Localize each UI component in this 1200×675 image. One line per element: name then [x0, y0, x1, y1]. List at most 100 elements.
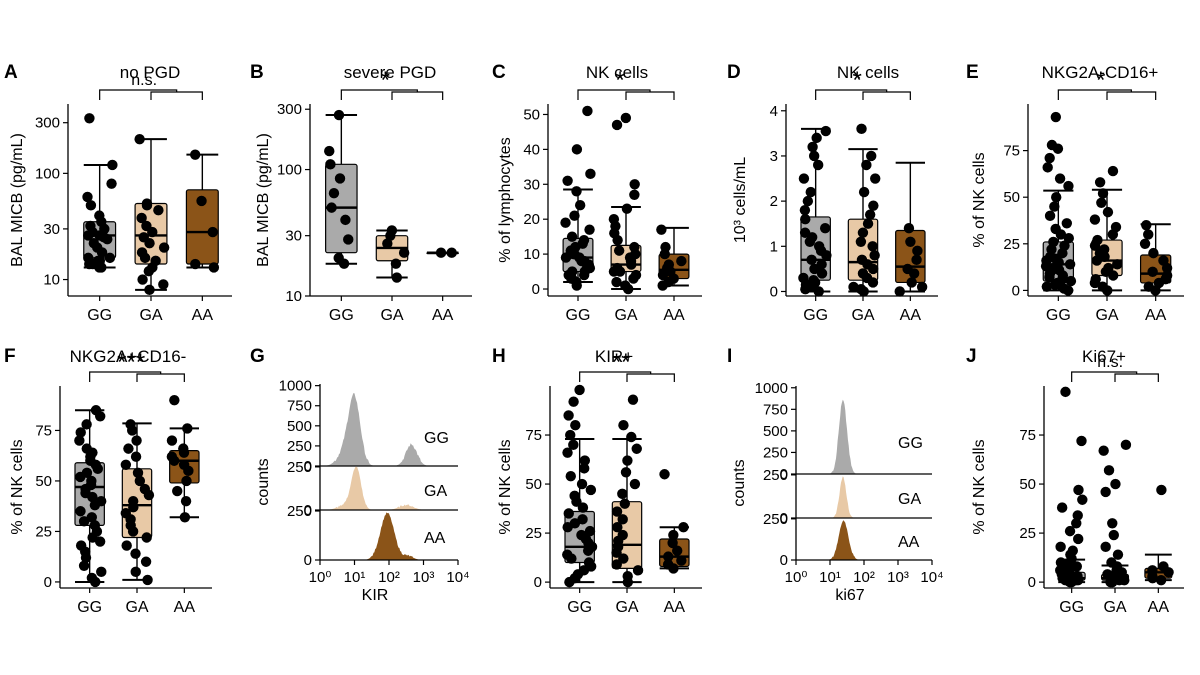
x-tick-label: AA — [663, 307, 685, 324]
data-point — [608, 214, 620, 225]
data-point — [1098, 445, 1109, 456]
bracket-upper — [1057, 89, 1132, 100]
x-axis-label: ki67 — [835, 587, 864, 604]
box-AA — [166, 394, 200, 523]
box-AA — [659, 469, 690, 574]
box-AA — [656, 224, 690, 291]
data-point — [631, 443, 642, 454]
y-tick-label: 100 — [35, 165, 60, 182]
data-point — [180, 495, 192, 507]
data-point — [1100, 486, 1111, 498]
data-point — [1051, 192, 1062, 203]
data-point — [630, 269, 642, 281]
panel-letter: D — [727, 62, 741, 83]
histogram-area — [320, 512, 458, 560]
track-label: GA — [898, 491, 921, 508]
significance-label: * — [381, 67, 390, 94]
data-point — [1061, 218, 1073, 229]
data-point — [861, 159, 872, 171]
data-point — [1046, 139, 1058, 151]
data-point — [869, 250, 880, 261]
y-tick-label: 10 — [523, 246, 540, 263]
y-tick-label: 250 — [287, 503, 312, 520]
x-axis-label: KIR — [362, 587, 389, 604]
panel-B: severe PGD 10 30 100 300 BAL MICB (pg/mL) GG GA… — [255, 63, 472, 324]
y-tick-label: 50 — [525, 476, 542, 493]
data-point — [1044, 152, 1055, 164]
panel-letter: B — [250, 62, 264, 83]
data-point — [578, 463, 590, 474]
data-point — [632, 565, 644, 576]
panel-D: NK cells 0 1 2 3 4 10³ cells/mL GG GA AA * — [732, 63, 938, 324]
x-tick-label: 10⁴ — [446, 569, 469, 586]
data-point — [325, 159, 336, 170]
y-tick-label: 25 — [1019, 525, 1036, 542]
significance-label: n.s. — [1097, 354, 1123, 371]
data-point — [663, 551, 674, 562]
data-point — [663, 259, 675, 270]
data-point — [1100, 541, 1111, 553]
x-tick-label: GA — [614, 307, 637, 324]
y-tick-label: 250 — [763, 444, 788, 461]
x-tick-label: GA — [125, 599, 148, 616]
data-point — [207, 226, 218, 238]
data-point — [612, 522, 623, 533]
y-tick-label: 100 — [277, 162, 302, 179]
data-point — [611, 276, 622, 288]
y-tick-label: 0 — [44, 574, 52, 591]
data-point — [1073, 533, 1084, 545]
data-point — [1050, 111, 1062, 123]
track-label: AA — [424, 530, 446, 547]
box-AA — [894, 161, 928, 297]
y-tick-label: 750 — [287, 398, 312, 415]
data-point — [568, 439, 579, 451]
x-tick-label: AA — [900, 307, 922, 324]
panel-letter: C — [492, 62, 506, 83]
y-tick-label: 0 — [780, 552, 788, 569]
data-point — [620, 467, 632, 478]
data-point — [620, 112, 632, 124]
data-point — [446, 247, 457, 258]
x-tick-label: GG — [1059, 599, 1084, 616]
y-tick-label: 25 — [35, 523, 52, 540]
data-point — [136, 212, 147, 224]
x-tick-label: GG — [566, 307, 591, 324]
data-point — [626, 431, 637, 443]
data-point — [153, 204, 164, 216]
box-GG — [82, 113, 118, 273]
panel-title: no PGD — [120, 63, 180, 82]
data-point — [1107, 165, 1119, 177]
y-tick-label: 3 — [770, 148, 778, 165]
box-GG — [324, 109, 358, 269]
data-point — [131, 435, 142, 446]
y-axis-label: counts — [731, 459, 748, 506]
data-point — [121, 540, 132, 551]
data-point — [1097, 281, 1108, 292]
data-point — [90, 405, 102, 416]
data-point — [141, 220, 152, 232]
data-point — [622, 455, 633, 466]
data-point — [83, 252, 94, 264]
x-tick-label: AA — [192, 307, 214, 324]
data-point — [798, 173, 810, 184]
data-point — [1042, 162, 1053, 173]
data-point — [563, 410, 574, 421]
y-tick-label: 50 — [35, 473, 52, 490]
box-GG — [560, 105, 596, 291]
data-point — [140, 556, 152, 567]
data-point — [813, 241, 825, 252]
data-point — [800, 214, 811, 225]
data-point — [894, 286, 905, 297]
y-tick-label: 0 — [780, 510, 788, 527]
data-point — [1077, 494, 1088, 505]
y-tick-label: 25 — [525, 525, 542, 542]
data-point — [565, 471, 576, 482]
data-point — [144, 284, 155, 296]
data-point — [189, 149, 201, 160]
data-point — [1107, 518, 1118, 529]
data-point — [1110, 478, 1121, 490]
data-point — [563, 508, 574, 519]
y-tick-label: 2 — [770, 193, 778, 210]
y-axis-label: % of NK cells — [9, 439, 26, 534]
